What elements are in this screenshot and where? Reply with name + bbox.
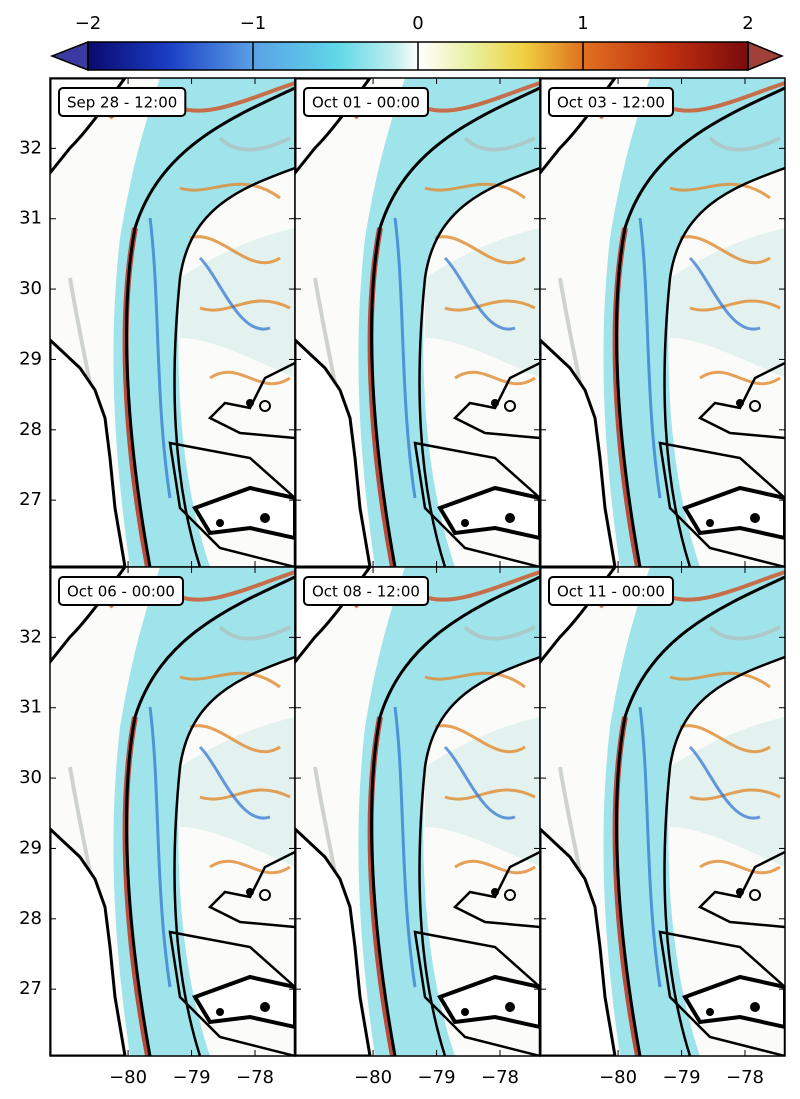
colorbar-tick-label: 1 — [577, 13, 588, 34]
y-tick-label: 32 — [19, 137, 42, 158]
map-field — [295, 567, 540, 1056]
map-panel: Oct 01 - 00:00 — [294, 77, 541, 568]
y-tick-label: 29 — [19, 348, 42, 369]
map-field — [50, 78, 295, 567]
x-tick-label: −78 — [481, 1067, 519, 1088]
map-panel: −80 −79 −78 Oct 08 - 12:00 — [294, 566, 541, 1088]
colorbar: −2 −1 0 1 2 — [49, 13, 784, 72]
map-field — [540, 567, 785, 1056]
colorbar-extension-high — [747, 40, 784, 72]
panel-label-box — [58, 576, 184, 606]
y-tick-label: 32 — [19, 626, 42, 647]
map-panel: Oct 03 - 12:00 — [539, 77, 786, 568]
x-tick-label: −80 — [599, 1067, 637, 1088]
panel-label-box — [548, 576, 674, 606]
panel-label: Oct 01 - 00:00 — [312, 94, 420, 112]
panel-label-box — [303, 87, 429, 117]
map-panel: 27 28 29 30 31 32 Sep 28 - 12:00 — [19, 77, 296, 568]
y-tick-label: 31 — [19, 697, 42, 718]
y-tick-label: 30 — [19, 767, 42, 788]
x-tick-label: −79 — [173, 1067, 211, 1088]
x-tick-label: −79 — [418, 1067, 456, 1088]
map-field — [540, 78, 785, 567]
colorbar-tick-label: 0 — [412, 13, 423, 34]
panel-label: Oct 06 - 00:00 — [67, 583, 175, 601]
panel-label: Oct 11 - 00:00 — [557, 583, 665, 601]
colorbar-extension-low — [49, 40, 89, 72]
x-tick-label: −79 — [663, 1067, 701, 1088]
panel-label-box — [303, 576, 429, 606]
x-tick-label: −78 — [236, 1067, 274, 1088]
map-field — [295, 78, 540, 567]
y-tick-label: 31 — [19, 208, 42, 229]
panel-label-box — [548, 87, 674, 117]
x-tick-label: −80 — [354, 1067, 392, 1088]
y-tick-label: 27 — [19, 978, 42, 999]
x-tick-label: −78 — [726, 1067, 764, 1088]
panel-label-box — [58, 87, 187, 117]
y-tick-label: 29 — [19, 837, 42, 858]
colorbar-tick-label: −1 — [240, 13, 267, 34]
colorbar-tick-label: 2 — [742, 13, 753, 34]
map-field — [50, 567, 295, 1056]
x-tick-label: −80 — [109, 1067, 147, 1088]
y-tick-label: 28 — [19, 908, 42, 929]
panel-label: Oct 08 - 12:00 — [312, 583, 420, 601]
colorbar-tick-label: −2 — [75, 13, 102, 34]
y-tick-label: 28 — [19, 419, 42, 440]
map-panel: −80 −79 −78 Oct 11 - 00:00 — [539, 566, 786, 1088]
y-tick-label: 30 — [19, 278, 42, 299]
panels: 27 28 29 30 31 32 Sep 28 - 12:00 Oct 01 - 00:00… — [19, 77, 786, 1088]
map-panel: 27 28 29 30 31 32 −80 −79 −78 Oct 06 - 00:00 — [19, 566, 296, 1088]
panel-label: Sep 28 - 12:00 — [67, 94, 177, 112]
panel-label: Oct 03 - 12:00 — [557, 94, 665, 112]
y-tick-label: 27 — [19, 489, 42, 510]
panel-frame — [539, 566, 786, 1057]
